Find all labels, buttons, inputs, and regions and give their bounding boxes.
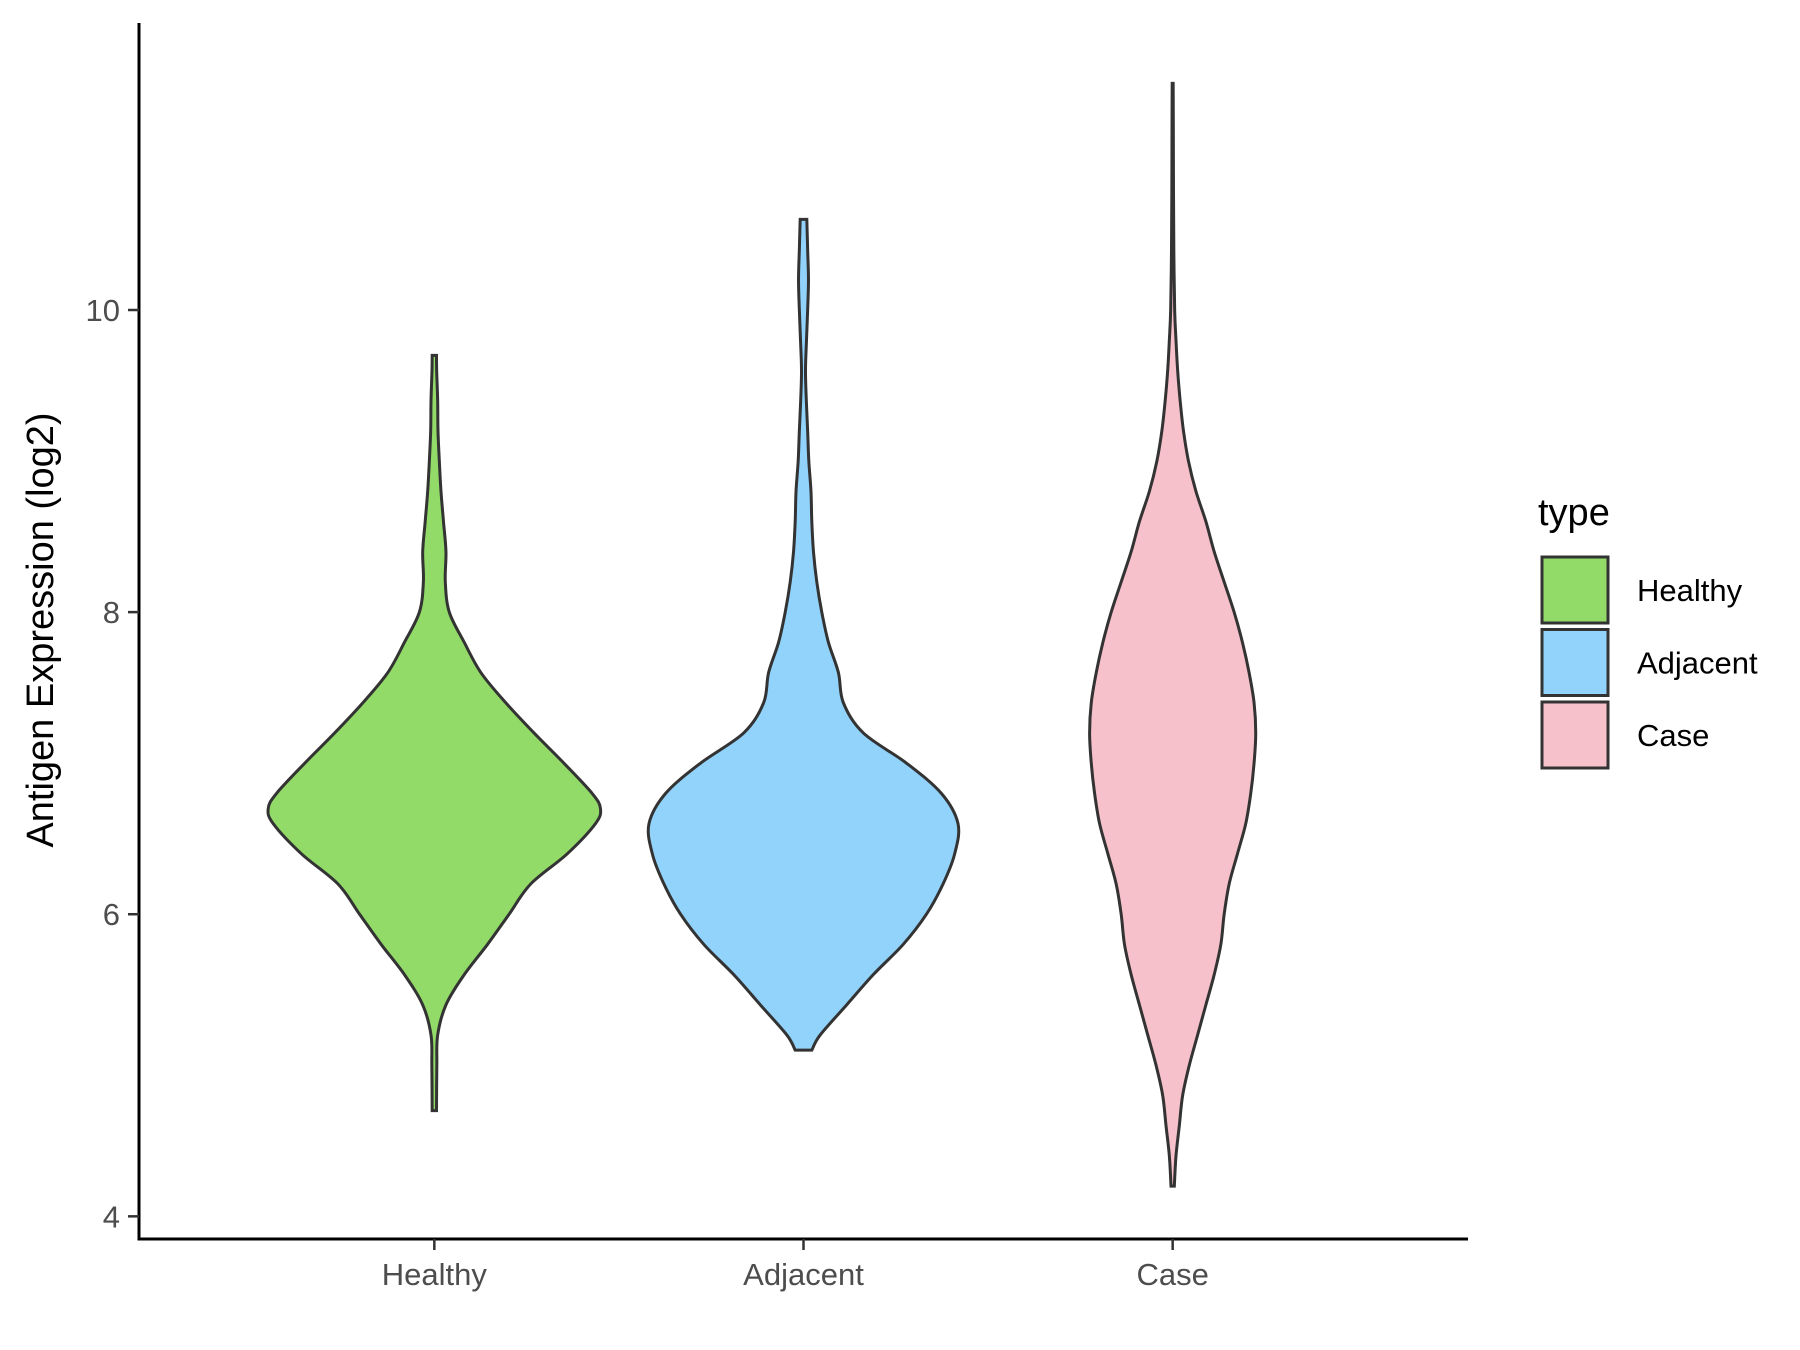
legend-label-healthy: Healthy (1637, 573, 1743, 608)
legend-key-healthy (1540, 555, 1610, 625)
x-axis-ticks: Healthy Adjacent Case (382, 1239, 1209, 1292)
y-tick-label: 4 (103, 1199, 120, 1234)
violins (266, 81, 1258, 1188)
legend-label-adjacent: Adjacent (1637, 646, 1758, 681)
violin-case (1088, 81, 1258, 1188)
x-tick-label-adjacent: Adjacent (743, 1257, 864, 1292)
legend-key-adjacent (1540, 628, 1610, 697)
legend-label-case: Case (1637, 718, 1709, 753)
x-tick-label-case: Case (1136, 1257, 1208, 1292)
y-tick-label: 6 (103, 897, 120, 932)
legend-key-case (1540, 700, 1610, 770)
x-tick-label-healthy: Healthy (382, 1257, 488, 1292)
y-axis-title: Antigen Expression (log2) (20, 412, 62, 847)
legend-entries: Healthy Adjacent Case (1540, 555, 1758, 770)
y-tick-label: 8 (103, 595, 120, 630)
violin-healthy (266, 353, 603, 1113)
y-tick-label: 10 (86, 293, 120, 328)
plot-area: 4 6 8 10 Healthy Adjacent Case (86, 23, 1468, 1292)
legend-title: type (1538, 492, 1610, 534)
violin-adjacent (646, 217, 961, 1052)
y-axis-ticks: 4 6 8 10 (86, 293, 139, 1234)
legend: type Healthy Adjacent Case (1538, 492, 1758, 770)
